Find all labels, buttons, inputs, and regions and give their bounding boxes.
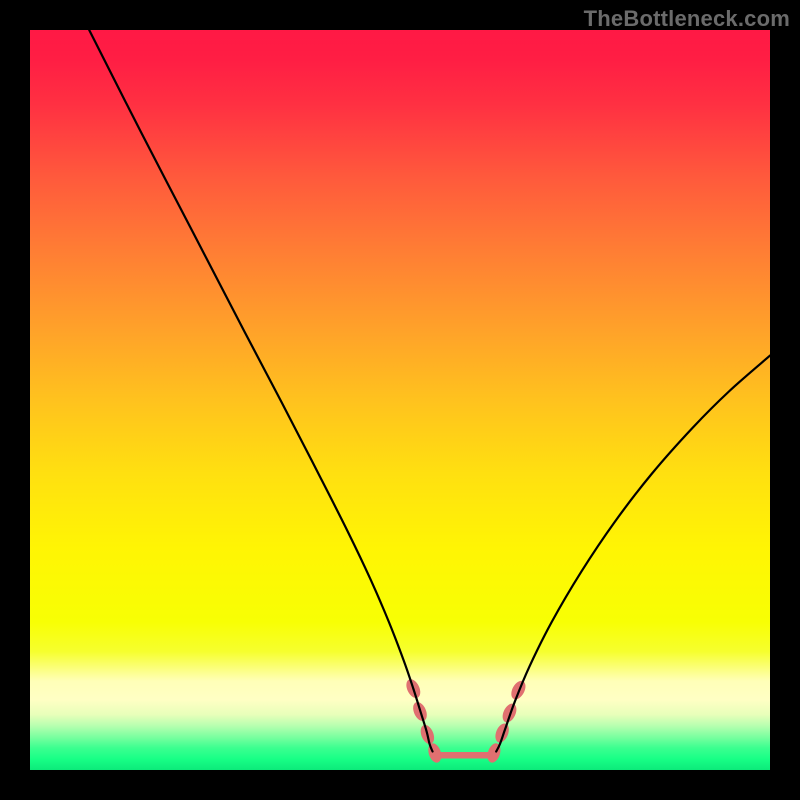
chart-container: TheBottleneck.com [0, 0, 800, 800]
plot-area [30, 30, 770, 770]
watermark-text: TheBottleneck.com [584, 6, 790, 32]
gradient-background [30, 30, 770, 770]
plot-svg [30, 30, 770, 770]
